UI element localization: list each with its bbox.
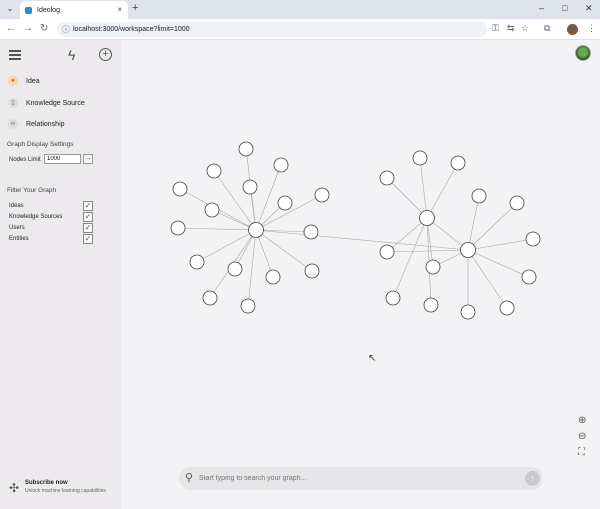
graph-nodes[interactable] — [170, 141, 541, 320]
translate-icon[interactable]: ⇆ — [507, 23, 515, 33]
sidebar-item-label: Knowledge Source — [26, 99, 85, 107]
book-icon: ▯ — [8, 98, 18, 108]
hamburger-menu-icon[interactable] — [9, 50, 21, 62]
puzzle-icon: ✣ — [9, 481, 20, 495]
reload-icon[interactable]: ↻ — [40, 23, 49, 34]
nodes-limit-input[interactable] — [44, 154, 81, 164]
graph-node[interactable] — [425, 259, 441, 275]
mouse-cursor-icon: ↖ — [368, 353, 377, 364]
maximize-button[interactable]: □ — [562, 3, 568, 13]
graph-node[interactable] — [303, 224, 319, 240]
knowledge-graph[interactable] — [121, 40, 600, 460]
graph-node[interactable] — [273, 157, 289, 173]
sidebar-item-label: Relationship — [26, 120, 65, 128]
graph-node[interactable] — [385, 290, 401, 306]
graph-node[interactable] — [202, 290, 218, 306]
graph-edges — [177, 148, 534, 312]
address-bar[interactable]: ⓘ localhost:3000/workspace?limit=1000 — [57, 22, 487, 37]
sidebar: ϟ + ● Idea ▯ Knowledge Source ∞ Relation… — [0, 40, 121, 509]
filter-label-entities: Entities — [9, 236, 29, 242]
add-circle-icon[interactable]: + — [99, 48, 112, 61]
extensions-icon[interactable]: ⧉ — [544, 23, 551, 33]
filter-title: Filter Your Graph — [7, 187, 57, 194]
graph-node[interactable] — [238, 141, 254, 157]
fit-screen-icon[interactable]: ⛶ — [578, 447, 585, 458]
lightbulb-icon: ● — [8, 76, 18, 86]
graph-node[interactable] — [304, 263, 320, 279]
sidebar-item-label: Idea — [26, 77, 40, 85]
nodes-limit-label: Nodes Limit — [9, 157, 41, 163]
graph-node[interactable] — [509, 195, 525, 211]
forward-icon[interactable]: → — [23, 23, 33, 34]
graph-node[interactable] — [499, 300, 515, 316]
filter-checkbox-users[interactable]: ✓ — [83, 223, 93, 233]
graph-canvas[interactable] — [121, 40, 600, 509]
graph-node[interactable] — [265, 269, 281, 285]
tab-title: Ideolog — [37, 6, 60, 14]
graph-node[interactable] — [242, 179, 258, 195]
bookmark-star-icon[interactable]: ☆ — [521, 23, 530, 33]
graph-settings-title: Graph Display Settings — [7, 141, 74, 148]
apply-limit-button[interactable]: → — [83, 154, 93, 164]
graph-node[interactable] — [379, 244, 395, 260]
search-submit-button[interactable]: ↑ — [525, 471, 540, 486]
subscribe-subtitle: Unlock machine learning capabilities — [25, 488, 106, 494]
zoom-out-icon[interactable]: ⊖ — [578, 431, 587, 442]
graph-node[interactable] — [248, 222, 264, 238]
zoom-in-icon[interactable]: ⊕ — [578, 415, 587, 426]
browser-profile-avatar[interactable] — [567, 24, 578, 35]
graph-search-input[interactable] — [199, 472, 499, 485]
site-info-icon[interactable]: ⓘ — [62, 25, 70, 34]
browser-tab[interactable]: Ideolog × — [20, 1, 128, 19]
minimize-button[interactable]: – — [539, 3, 545, 13]
key-icon[interactable]: ⚿ — [492, 23, 499, 33]
new-tab-button[interactable]: + — [132, 2, 139, 14]
graph-node[interactable] — [189, 254, 205, 270]
browser-tab-strip: ⌄ Ideolog × + – □ ✕ — [0, 0, 600, 19]
filter-checkbox-ideas[interactable]: ✓ — [83, 201, 93, 211]
sidebar-item-relationship[interactable]: ∞ Relationship — [8, 119, 65, 129]
graph-node[interactable] — [314, 187, 330, 203]
sidebar-item-knowledge-source[interactable]: ▯ Knowledge Source — [8, 98, 85, 108]
user-avatar[interactable] — [575, 45, 591, 61]
filter-label-users: Users — [9, 225, 25, 231]
link-icon: ∞ — [8, 119, 18, 129]
filter-label-ideas: Ideas — [9, 203, 24, 209]
graph-node[interactable] — [471, 188, 487, 204]
graph-node[interactable] — [423, 297, 439, 313]
graph-node[interactable] — [450, 155, 466, 171]
browser-toolbar: ← → ↻ ⓘ localhost:3000/workspace?limit=1… — [0, 19, 600, 40]
filter-checkbox-knowledge-sources[interactable]: ✓ — [83, 212, 93, 222]
graph-node[interactable] — [521, 269, 537, 285]
graph-node[interactable] — [412, 150, 428, 166]
close-window-button[interactable]: ✕ — [585, 3, 593, 13]
graph-node[interactable] — [460, 304, 476, 320]
graph-node[interactable] — [227, 261, 243, 277]
tab-search-icon[interactable]: ⌄ — [6, 4, 14, 13]
graph-search-bar: ⚲ ↑ — [179, 467, 543, 490]
graph-node[interactable] — [379, 170, 395, 186]
chrome-menu-icon[interactable]: ⋮ — [587, 23, 596, 33]
favicon-icon — [25, 6, 32, 14]
search-icon: ⚲ — [185, 472, 194, 484]
graph-node[interactable] — [277, 195, 293, 211]
url-text: localhost:3000/workspace?limit=1000 — [73, 26, 190, 33]
close-tab-icon[interactable]: × — [117, 5, 122, 14]
back-icon[interactable]: ← — [6, 23, 16, 34]
filter-label-knowledge-sources: Knowledge Sources — [9, 214, 63, 220]
subscribe-title: Subscribe now — [25, 480, 68, 486]
sidebar-item-idea[interactable]: ● Idea — [8, 76, 40, 86]
graph-node[interactable] — [172, 181, 188, 197]
graph-node[interactable] — [460, 242, 476, 258]
graph-node[interactable] — [204, 202, 220, 218]
graph-node[interactable] — [240, 298, 256, 314]
graph-node[interactable] — [170, 220, 186, 236]
graph-node[interactable] — [525, 231, 541, 247]
graph-node[interactable] — [206, 163, 222, 179]
filter-checkbox-entities[interactable]: ✓ — [83, 234, 93, 244]
graph-node[interactable] — [419, 210, 435, 226]
lightning-icon[interactable]: ϟ — [68, 47, 76, 63]
